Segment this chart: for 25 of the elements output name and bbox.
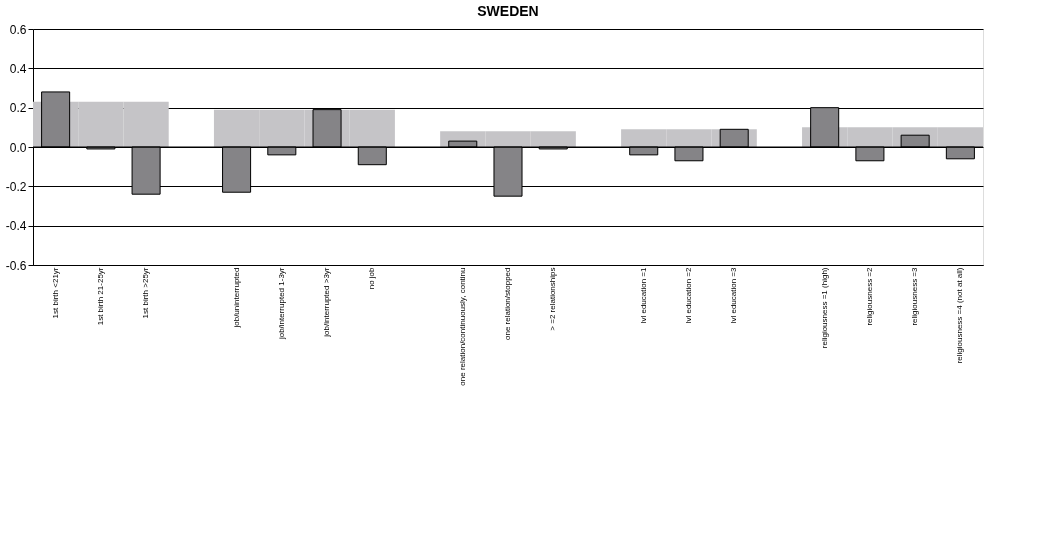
- x-tick-label: religiousness =2: [864, 266, 874, 326]
- x-tick-label: lvl education =3: [729, 266, 739, 324]
- chart-title: SWEDEN: [477, 3, 539, 19]
- y-tick-label: 0.0: [9, 140, 27, 155]
- x-tick-label: 1st birth >25yr: [141, 267, 151, 319]
- x-tick-label: religiousness =1 (high): [819, 267, 829, 349]
- x-tick-label: > =2 relationships: [548, 267, 558, 331]
- y-tick-label: 0.4: [9, 61, 27, 76]
- x-tick-label: job/interrupted >3yr: [322, 267, 332, 338]
- y-tick-label: -0.6: [5, 258, 27, 273]
- x-tick-label: job/uninterrupted: [231, 267, 241, 329]
- x-tick-label: 1st birth <21yr: [50, 267, 60, 319]
- x-tick-label: one relation/continuously, continu: [457, 267, 467, 386]
- x-tick-label: no job: [367, 266, 377, 290]
- y-tick-label: 0.6: [9, 22, 27, 37]
- x-tick-label: 1st birth 21-25yr: [95, 267, 105, 326]
- y-tick-label: 0.2: [9, 101, 27, 116]
- x-tick-label: religiousness =3: [910, 266, 920, 326]
- y-tick-label: -0.4: [5, 219, 27, 234]
- x-tick-label: religiousness =4 (not at all): [955, 267, 965, 364]
- x-tick-label: lvl education =1: [638, 266, 648, 324]
- x-tick-label: one relation/stopped: [503, 267, 512, 340]
- x-tick-label: lvl education =2: [683, 266, 693, 324]
- x-tick-label: job/interrupted 1-3yr: [276, 267, 286, 341]
- y-tick-label: -0.2: [5, 179, 27, 194]
